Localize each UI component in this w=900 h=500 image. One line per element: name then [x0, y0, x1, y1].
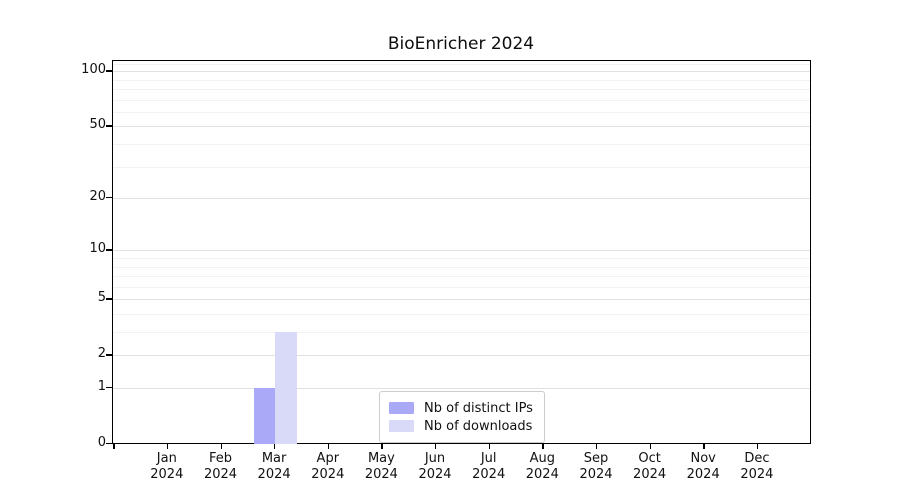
x-tick-label: Jun 2024: [418, 451, 452, 482]
x-tick: [327, 444, 330, 449]
x-tick-label: Jan 2024: [150, 451, 184, 482]
bar-nb-of-distinct-ips: [253, 388, 276, 444]
x-tick-label: Dec 2024: [740, 451, 774, 482]
gridline-minor: [113, 89, 810, 90]
y-tick: [106, 125, 112, 127]
y-tick: [106, 249, 112, 251]
y-tick: [106, 298, 112, 300]
gridline-minor: [113, 111, 810, 113]
legend-swatch-nb-of-distinct-ips: [389, 402, 414, 414]
legend-swatch-nb-of-downloads: [389, 420, 414, 432]
y-tick-label: 2: [97, 346, 106, 362]
gridline-minor: [113, 258, 810, 259]
gridline-major: [113, 355, 810, 357]
gridline-major: [113, 388, 810, 389]
gridline-minor: [113, 63, 810, 65]
y-tick-label: 100: [81, 62, 106, 78]
gridline-major: [113, 299, 810, 301]
legend-label: Nb of distinct IPs: [424, 400, 533, 416]
y-tick: [106, 443, 112, 445]
gridline-major: [113, 71, 810, 73]
bar-nb-of-downloads: [275, 332, 297, 444]
x-tick-label: Oct 2024: [633, 451, 667, 482]
gridline-minor: [113, 314, 810, 315]
y-tick-label: 0: [97, 435, 106, 450]
x-tick: [596, 444, 598, 449]
y-tick: [106, 70, 112, 72]
x-tick: [703, 444, 705, 449]
y-tick-label: 20: [89, 189, 106, 205]
x-tick-label: Jul 2024: [472, 451, 506, 482]
x-tick: [274, 444, 276, 449]
x-tick-label: Apr 2024: [311, 451, 345, 482]
x-tick-label: Mar 2024: [257, 451, 291, 482]
gridline-minor: [113, 332, 810, 333]
x-tick-label: Sep 2024: [579, 451, 613, 482]
x-tick: [381, 444, 383, 449]
gridline-minor: [113, 79, 810, 81]
gridline-major: [113, 250, 810, 252]
legend-item: Nb of distinct IPs: [389, 400, 535, 416]
x-tick-label: Nov 2024: [686, 451, 720, 482]
gridline-minor: [113, 99, 810, 101]
y-tick: [106, 197, 112, 199]
x-tick: [649, 444, 651, 449]
x-tick: [542, 444, 544, 449]
y-tick-label: 10: [89, 241, 106, 257]
x-tick: [220, 444, 222, 449]
y-tick-label: 1: [97, 379, 106, 394]
gridline-minor: [113, 286, 810, 288]
y-tick-label: 5: [97, 290, 106, 306]
legend-item: Nb of downloads: [389, 418, 535, 434]
y-tick-label: 50: [89, 117, 106, 133]
y-tick: [106, 354, 112, 356]
gridline-minor: [113, 276, 810, 277]
x-tick-label: Feb 2024: [203, 451, 238, 482]
x-tick: [756, 444, 759, 449]
x-tick-edge: [113, 444, 115, 449]
gridline-major: [113, 198, 810, 200]
legend-label: Nb of downloads: [424, 418, 533, 434]
x-tick-label: Aug 2024: [525, 451, 559, 482]
legend: Nb of distinct IPs Nb of downloads: [379, 391, 545, 443]
x-tick: [435, 444, 437, 449]
plot-area: Nb of distinct IPs Nb of downloads: [112, 60, 811, 444]
gridline-minor: [113, 266, 810, 268]
gridline-major: [113, 126, 810, 128]
x-tick: [166, 444, 169, 449]
x-tick: [488, 444, 491, 449]
y-tick: [106, 387, 112, 389]
chart-title: BioEnricher 2024: [387, 34, 535, 54]
x-tick-label: May 2024: [364, 451, 398, 482]
gridline-minor: [113, 166, 810, 168]
gridline-minor: [113, 144, 810, 145]
